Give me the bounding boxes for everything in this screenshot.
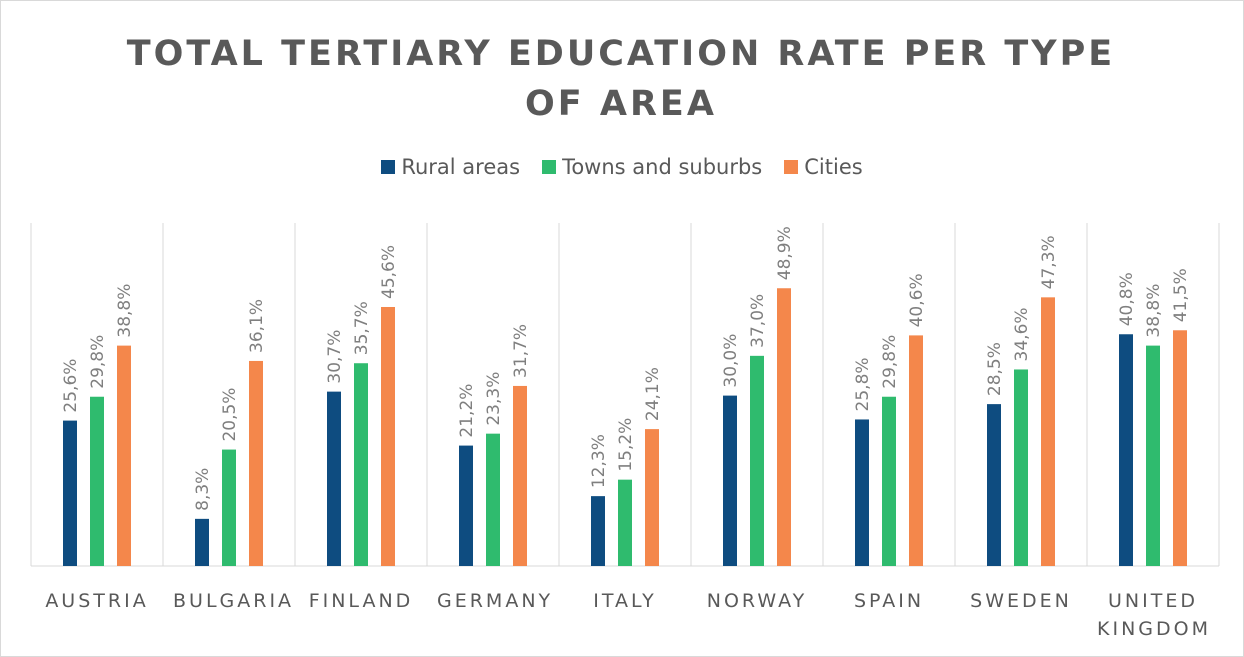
bar [1014,369,1028,566]
bar [249,360,263,566]
data-label: 45,6% [379,245,399,299]
chart-title: TOTAL TERTIARY EDUCATION RATE PER TYPE O… [126,34,1116,124]
data-label: 12,3% [589,434,609,488]
data-label: 28,5% [985,342,1005,396]
data-label: 47,3% [1039,235,1059,289]
bar [723,395,737,566]
data-label: 30,0% [721,334,741,388]
x-tick-label: GERMANY [437,590,554,612]
data-label: 34,6% [1012,307,1032,361]
bar [381,306,395,566]
bar [1119,334,1133,566]
data-label: 8,3% [193,468,213,511]
bar [909,335,923,566]
data-label: 48,9% [775,226,795,280]
x-tick-label: NORWAY [706,590,808,612]
data-label: 36,1% [247,299,267,353]
data-label: 25,8% [853,357,873,411]
x-tick-label: AUSTRIA [45,590,149,612]
data-label: 37,0% [748,294,768,348]
bar [777,288,791,566]
legend-label: Towns and suburbs [562,155,763,179]
bar [645,429,659,566]
legend-item: Towns and suburbs [542,155,762,179]
legend-swatch [542,160,557,174]
bar [513,385,527,566]
bar [459,445,473,566]
data-label: 30,7% [325,330,345,384]
x-tick-label: BULGARIA [173,590,295,612]
data-label: 23,3% [484,372,504,426]
bar [591,496,605,566]
x-tick-label: UNITED KINGDOM [1097,590,1211,640]
legend-swatch [784,160,799,174]
legend-label: Rural areas [401,155,521,179]
x-tick-label: SPAIN [853,590,925,612]
legend: Rural areas Towns and suburbs Cities [1,155,1243,179]
x-tick-label: ITALY [593,590,657,612]
bar [90,396,104,566]
data-label: 40,8% [1117,272,1137,326]
data-label: 31,7% [511,324,531,378]
bar [1146,345,1160,566]
bar [222,449,236,566]
bar [117,345,131,566]
bar [987,404,1001,566]
data-label: 38,8% [1144,284,1164,338]
data-label: 40,6% [907,273,927,327]
legend-item: Cities [784,155,863,179]
bar [354,363,368,566]
data-label: 41,5% [1171,268,1191,322]
bar [1041,297,1055,566]
bar [63,420,77,566]
x-tick-label: FINLAND [308,590,414,612]
bar [327,391,341,566]
legend-swatch [381,160,396,174]
bar [750,355,764,566]
bar [486,433,500,566]
legend-item: Rural areas [381,155,520,179]
data-label: 25,6% [61,359,81,413]
bar [882,396,896,566]
data-label: 29,8% [880,335,900,389]
data-label: 29,8% [88,335,108,389]
data-label: 20,5% [220,388,240,442]
data-label: 24,1% [643,367,663,421]
bar [855,419,869,566]
legend-label: Cities [804,155,863,179]
data-label: 35,7% [352,301,372,355]
data-label: 21,2% [457,384,477,438]
x-tick-label: SWEDEN [970,590,1072,612]
data-label: 38,8% [115,284,135,338]
bar [1173,330,1187,566]
bar [618,479,632,566]
data-label: 15,2% [616,418,636,472]
bar [195,518,209,566]
